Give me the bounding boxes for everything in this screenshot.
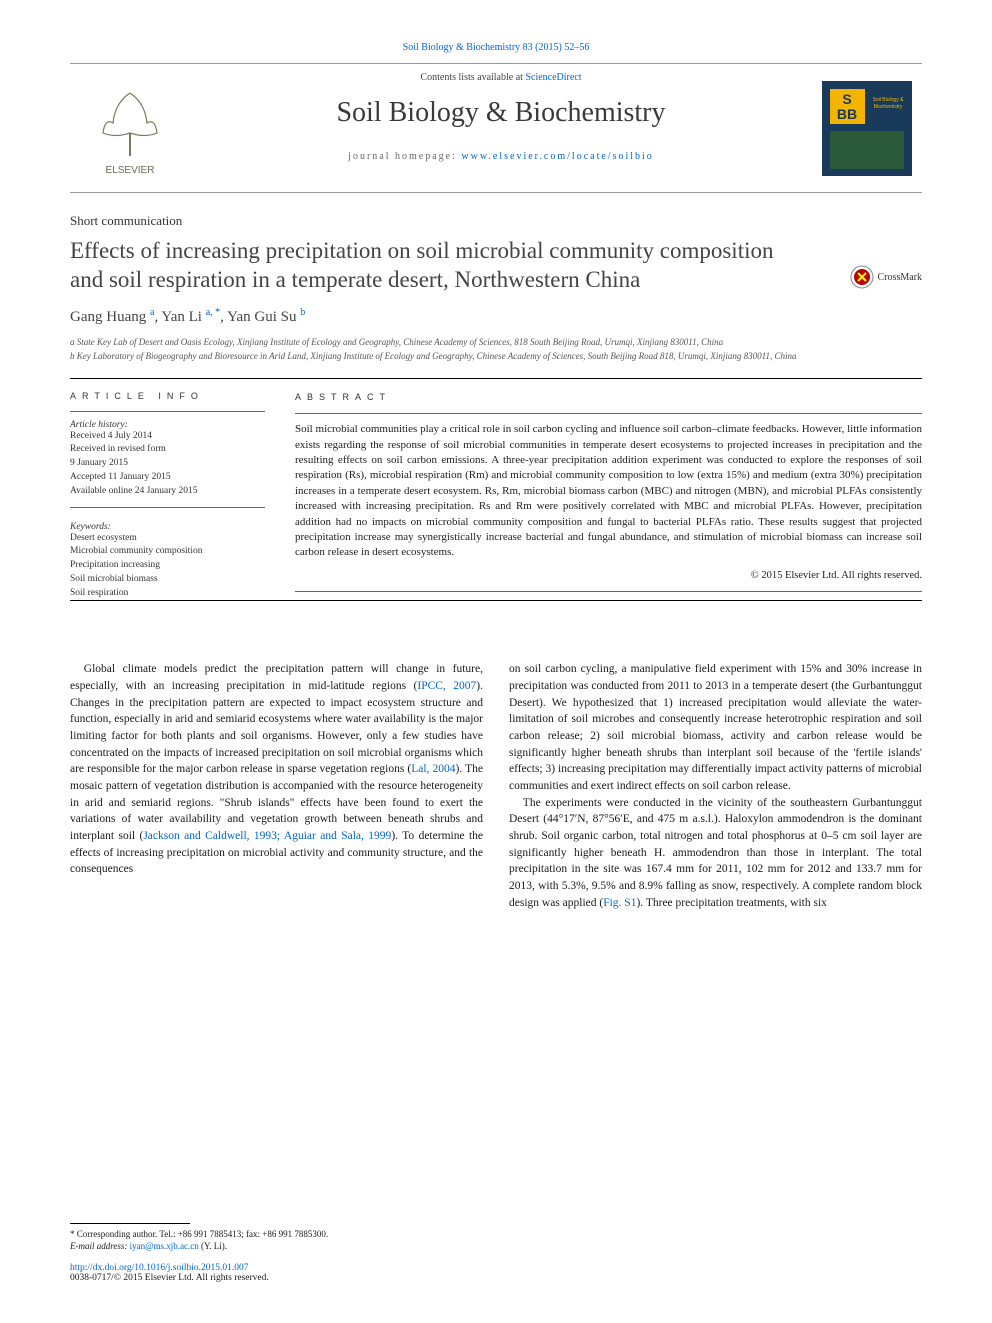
homepage-link[interactable]: www.elsevier.com/locate/soilbio	[461, 151, 653, 162]
page-footer: * Corresponding author. Tel.: +86 991 78…	[70, 1223, 922, 1283]
separator-rule-bottom	[70, 600, 922, 601]
history-head: Article history:	[70, 420, 265, 430]
artinfo-rule-1	[70, 411, 265, 412]
cite-ipcc-2007[interactable]: IPCC, 2007	[417, 680, 476, 692]
body-para-3: The experiments were conducted in the vi…	[509, 795, 922, 912]
authors-line: Gang Huang a, Yan Li a, *, Yan Gui Su b	[70, 307, 922, 326]
history-revised-1: Received in revised form	[70, 443, 265, 457]
abstract-rule-bottom	[295, 591, 922, 592]
keyword-2: Microbial community composition	[70, 545, 265, 559]
abstract-rule	[295, 413, 922, 414]
homepage-prefix: journal homepage:	[348, 151, 461, 162]
corresponding-author: * Corresponding author. Tel.: +86 991 78…	[70, 1228, 922, 1241]
article-info-block: ARTICLE INFO Article history: Received 4…	[70, 391, 265, 601]
email-label: E-mail address:	[70, 1241, 130, 1251]
svg-text:ELSEVIER: ELSEVIER	[106, 165, 155, 176]
keyword-1: Desert ecosystem	[70, 532, 265, 546]
svg-text:Soil Biology &: Soil Biology &	[873, 97, 905, 103]
crossmark-badge[interactable]: CrossMark	[850, 265, 922, 289]
keyword-5: Soil respiration	[70, 587, 265, 601]
elsevier-tree-logo: ELSEVIER	[85, 78, 175, 178]
body-columns: Global climate models predict the precip…	[70, 661, 922, 911]
body-text-1b: ). Changes in the precipitation pattern …	[70, 680, 483, 775]
doi-line: http://dx.doi.org/10.1016/j.soilbio.2015…	[70, 1263, 922, 1273]
author-2-affil-link[interactable]: a, *	[206, 307, 220, 318]
history-revised-2: 9 January 2015	[70, 457, 265, 471]
keyword-4: Soil microbial biomass	[70, 573, 265, 587]
journal-name: Soil Biology & Biochemistry	[190, 97, 812, 129]
abstract-copyright: © 2015 Elsevier Ltd. All rights reserved…	[295, 569, 922, 584]
email-line: E-mail address: iyan@ms.xjb.ac.cn (Y. Li…	[70, 1240, 922, 1253]
body-text-3a: The experiments were conducted in the vi…	[509, 797, 922, 909]
history-accepted: Accepted 11 January 2015	[70, 471, 265, 485]
author-2: Yan Li	[161, 309, 202, 325]
body-column-left: Global climate models predict the precip…	[70, 661, 483, 911]
crossmark-label: CrossMark	[878, 272, 922, 283]
email-suffix: (Y. Li).	[199, 1241, 227, 1251]
article-type: Short communication	[70, 213, 922, 229]
journal-cover-cell: S BB Soil Biology & Biochemistry	[812, 64, 922, 192]
body-para-2: on soil carbon cycling, a manipulative f…	[509, 661, 922, 794]
abstract-block: ABSTRACT Soil microbial communities play…	[295, 391, 922, 601]
abstract-text: Soil microbial communities play a critic…	[295, 422, 922, 561]
svg-text:Biochemistry: Biochemistry	[874, 104, 903, 110]
article-info-heading: ARTICLE INFO	[70, 391, 265, 401]
keyword-3: Precipitation increasing	[70, 559, 265, 573]
homepage-line: journal homepage: www.elsevier.com/locat…	[190, 151, 812, 162]
body-column-right: on soil carbon cycling, a manipulative f…	[509, 661, 922, 911]
keywords-head: Keywords:	[70, 522, 265, 532]
author-1-affil-link[interactable]: a	[150, 307, 154, 318]
journal-header: ELSEVIER Contents lists available at Sci…	[70, 63, 922, 193]
body-para-1: Global climate models predict the precip…	[70, 661, 483, 878]
footnote-rule	[70, 1223, 190, 1224]
info-abstract-row: ARTICLE INFO Article history: Received 4…	[70, 391, 922, 601]
body-text-3b: ). Three precipitation treatments, with …	[636, 897, 826, 909]
journal-reference: Soil Biology & Biochemistry 83 (2015) 52…	[70, 42, 922, 53]
sciencedirect-link[interactable]: ScienceDirect	[525, 72, 581, 83]
author-3-affil-link[interactable]: b	[300, 307, 305, 318]
affiliation-b: b Key Laboratory of Biogeography and Bio…	[70, 350, 922, 363]
separator-rule-top	[70, 378, 922, 379]
svg-text:BB: BB	[837, 106, 857, 122]
artinfo-rule-2	[70, 507, 265, 508]
issn-copyright: 0038-0717/© 2015 Elsevier Ltd. All right…	[70, 1273, 922, 1283]
svg-text:S: S	[842, 91, 851, 107]
contents-prefix: Contents lists available at	[420, 72, 525, 83]
header-center: Contents lists available at ScienceDirec…	[190, 64, 812, 192]
article-title: Effects of increasing precipitation on s…	[70, 237, 922, 295]
history-received: Received 4 July 2014	[70, 430, 265, 444]
cite-lal-2004[interactable]: Lal, 2004	[411, 763, 455, 775]
email-link[interactable]: iyan@ms.xjb.ac.cn	[130, 1241, 199, 1251]
fig-s1-link[interactable]: Fig. S1	[603, 897, 636, 909]
abstract-heading: ABSTRACT	[295, 391, 922, 404]
journal-cover-thumbnail: S BB Soil Biology & Biochemistry	[822, 81, 912, 176]
cite-jackson-aguiar[interactable]: Jackson and Caldwell, 1993; Aguiar and S…	[143, 830, 391, 842]
publisher-logo-cell: ELSEVIER	[70, 64, 190, 192]
crossmark-region: CrossMark	[822, 265, 922, 294]
author-1: Gang Huang	[70, 309, 146, 325]
doi-link[interactable]: http://dx.doi.org/10.1016/j.soilbio.2015…	[70, 1263, 249, 1273]
author-3: Yan Gui Su	[227, 309, 296, 325]
affiliation-a: a State Key Lab of Desert and Oasis Ecol…	[70, 336, 922, 349]
history-online: Available online 24 January 2015	[70, 485, 265, 499]
crossmark-icon	[850, 265, 874, 289]
journal-ref-link[interactable]: Soil Biology & Biochemistry 83 (2015) 52…	[403, 42, 590, 53]
contents-line: Contents lists available at ScienceDirec…	[190, 72, 812, 83]
